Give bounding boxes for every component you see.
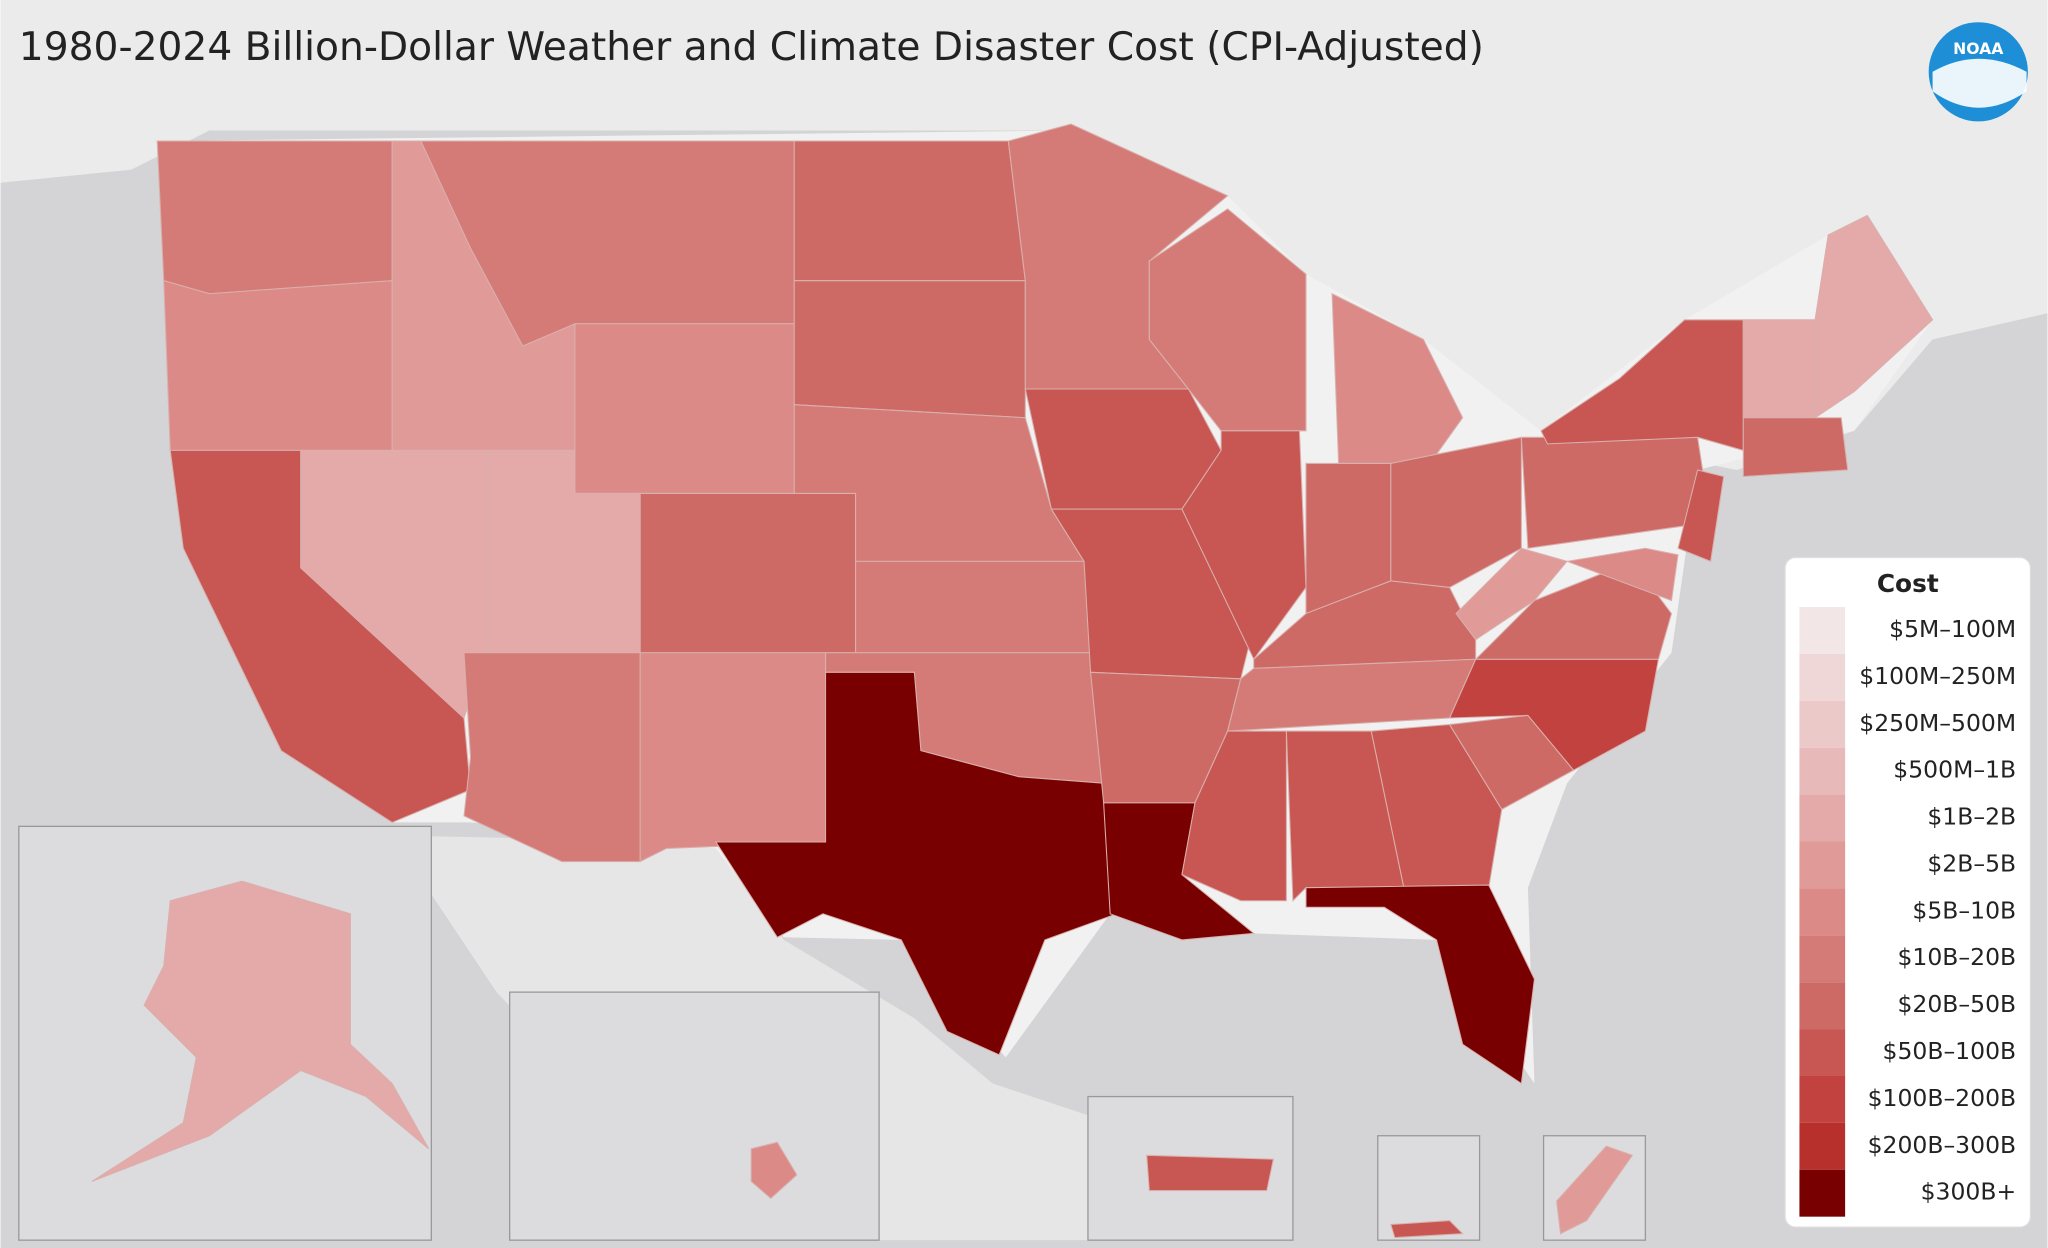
state[interactable] bbox=[1370, 723, 1503, 889]
state[interactable] bbox=[750, 1141, 798, 1200]
title: 1980-2024 Billion-Dollar Weather and Cli… bbox=[19, 25, 1484, 70]
legend-swatch bbox=[1799, 747, 1846, 795]
state[interactable] bbox=[1146, 1154, 1274, 1192]
insets bbox=[18, 825, 1647, 1241]
legend-swatch bbox=[1799, 1029, 1846, 1076]
state[interactable] bbox=[91, 880, 430, 1182]
legend: Cost $5M–100M $100M–250M $250M–500M $500M–1… bbox=[1784, 556, 2032, 1228]
legend-label: $20B–50B bbox=[1897, 990, 2016, 1018]
state[interactable] bbox=[855, 560, 1092, 654]
state[interactable] bbox=[639, 652, 827, 863]
state[interactable] bbox=[1390, 1220, 1464, 1239]
legend-swatch bbox=[1799, 700, 1846, 748]
legend-panel bbox=[1784, 556, 2032, 1228]
state[interactable] bbox=[639, 492, 857, 654]
legend-label: $500M–1B bbox=[1893, 756, 2016, 784]
logo-text: NOAA bbox=[1953, 39, 2004, 58]
state[interactable] bbox=[1181, 730, 1287, 902]
legend-label: $200B–300B bbox=[1868, 1131, 2017, 1159]
state[interactable] bbox=[574, 323, 795, 494]
state[interactable] bbox=[1024, 388, 1222, 510]
legend-label: $5M–100M bbox=[1889, 615, 2016, 643]
legend-swatch bbox=[1799, 888, 1846, 936]
state[interactable] bbox=[793, 280, 1026, 419]
legend-swatch bbox=[1799, 1075, 1846, 1123]
legend-swatch bbox=[1799, 653, 1846, 701]
state[interactable] bbox=[1390, 436, 1522, 588]
legend-label: $100M–250M bbox=[1859, 662, 2016, 690]
states bbox=[156, 123, 1934, 1085]
state[interactable] bbox=[1331, 292, 1464, 464]
legend-label: $1B–2B bbox=[1927, 803, 2016, 831]
legend-swatch bbox=[1799, 935, 1846, 983]
legend-label: $5B–10B bbox=[1912, 896, 2016, 924]
inset-frame bbox=[509, 991, 880, 1241]
state[interactable] bbox=[1565, 547, 1679, 602]
state[interactable] bbox=[1742, 417, 1849, 478]
state[interactable] bbox=[714, 671, 1118, 1056]
state[interactable] bbox=[1455, 547, 1568, 641]
logo-wave bbox=[1932, 58, 2027, 108]
logo: NOAA bbox=[1928, 22, 2028, 122]
legend-label: $10B–20B bbox=[1897, 943, 2016, 971]
legend-label: $2B–5B bbox=[1927, 849, 2016, 877]
state[interactable] bbox=[156, 140, 393, 295]
canada bbox=[0, 0, 2048, 470]
state[interactable] bbox=[163, 279, 393, 451]
legend-label: $100B–200B bbox=[1868, 1084, 2017, 1112]
legend-swatch bbox=[1799, 607, 1846, 654]
state[interactable] bbox=[1677, 469, 1725, 563]
legend-swatch bbox=[1799, 1169, 1846, 1217]
state[interactable] bbox=[793, 140, 1026, 282]
state[interactable] bbox=[1742, 319, 1816, 419]
legend-label: $300B+ bbox=[1921, 1178, 2017, 1206]
legend-label: $250M–500M bbox=[1859, 709, 2016, 737]
state[interactable] bbox=[1556, 1145, 1634, 1235]
legend-swatch bbox=[1799, 794, 1846, 842]
state[interactable] bbox=[1226, 658, 1477, 732]
legend-swatch bbox=[1799, 841, 1846, 889]
legend-swatch bbox=[1799, 982, 1846, 1030]
state[interactable] bbox=[1305, 884, 1535, 1085]
legend-label: $50B–100B bbox=[1883, 1037, 2017, 1065]
legend-title: Cost bbox=[1877, 569, 1939, 598]
legend-swatch bbox=[1799, 1122, 1846, 1170]
